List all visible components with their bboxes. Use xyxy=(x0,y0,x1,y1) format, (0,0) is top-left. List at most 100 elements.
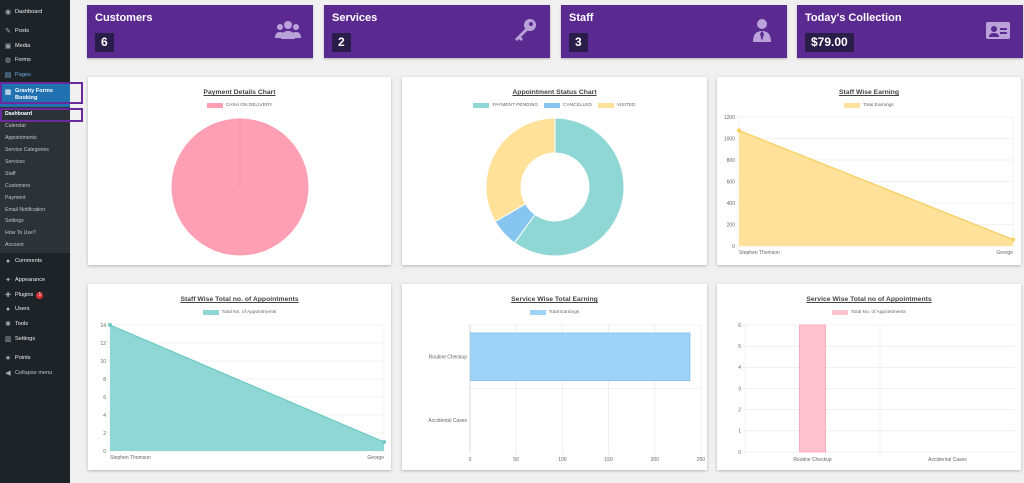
collapse-icon: ◀ xyxy=(5,370,11,377)
x-tick-label: 150 xyxy=(604,457,613,463)
sidebar-item-label: Comments xyxy=(15,258,43,264)
horizontal-bar-chart: 0 50 100 150 200 250 Routine Checkup Accidental… xyxy=(428,324,706,463)
y-tick-label: 6 xyxy=(738,323,741,329)
sidebar-item-comments[interactable]: ● Comments xyxy=(0,254,70,268)
y-tick-label: 0 xyxy=(732,244,735,250)
submenu-item-email-notification[interactable]: Email Notification xyxy=(5,207,46,213)
y-tick-label: 8 xyxy=(103,377,106,383)
wrench-icon: ✱ xyxy=(5,321,11,328)
legend-label: CANCELLED xyxy=(563,103,592,108)
card-value: 3 xyxy=(569,33,588,52)
sidebar-item-dashboard[interactable]: ◉ Dashboard xyxy=(0,5,70,19)
submenu-item-payment[interactable]: Payment xyxy=(5,195,26,201)
submenu-item-staff[interactable]: Staff xyxy=(5,171,16,177)
sidebar-item-label: Gravity Forms Booking xyxy=(15,88,53,101)
submenu-item-customers[interactable]: Customers xyxy=(5,183,31,189)
legend-item[interactable]: CANCELLED xyxy=(544,103,592,108)
sidebar-item-settings[interactable]: ▥ Settings xyxy=(0,332,70,346)
submenu-item-service-categories[interactable]: Service Categories xyxy=(5,147,49,153)
sidebar-item-points[interactable]: ★ Points xyxy=(0,351,70,365)
submenu-item-how-to-use[interactable]: How To Use? xyxy=(5,230,36,236)
customers-card[interactable]: Customers 6 xyxy=(87,5,313,58)
legend-swatch xyxy=(597,103,614,108)
sidebar-item-plugins[interactable]: ✚ Plugins 1 xyxy=(0,288,70,302)
legend-item[interactable]: PAYMENT PENDING xyxy=(473,103,538,108)
sidebar-item-gravity-forms-booking[interactable]: ▦ Gravity Forms Booking xyxy=(0,84,70,108)
x-tick-label: Stephen Thomson xyxy=(110,455,151,461)
sidebar-item-forms[interactable]: ◍ Forms xyxy=(0,53,70,67)
x-tick-label: George xyxy=(996,250,1013,256)
legend-item[interactable]: Total Earnings xyxy=(529,310,579,315)
x-tick-label: 50 xyxy=(513,457,519,463)
chart-title: Staff Wise Earning xyxy=(839,89,899,96)
sidebar-item-label: Dashboard xyxy=(15,9,43,15)
staff-wise-earning-chart-panel: Staff Wise Earning Total Earnings 0 200 40… xyxy=(717,77,1021,265)
area-fill xyxy=(739,130,1013,246)
sidebar-item-pages[interactable]: ▤ Pages xyxy=(0,68,70,82)
x-tick-label: 0 xyxy=(469,457,472,463)
data-point xyxy=(108,323,112,327)
doughnut-chart xyxy=(485,117,625,257)
collapse-menu-button[interactable]: ◀ Collapse menu xyxy=(0,366,70,380)
legend-item[interactable]: CASH ON DELIVERY xyxy=(206,103,272,108)
y-tick-label: 1200 xyxy=(724,115,735,121)
pin-icon: ✎ xyxy=(5,28,11,35)
x-tick-label: 250 xyxy=(697,457,706,463)
staff-card[interactable]: Staff 3 xyxy=(561,5,787,58)
legend-item[interactable]: Total No. of Appointments xyxy=(202,310,277,315)
todays-collection-card[interactable]: Today's Collection $79.00 xyxy=(797,5,1023,58)
legend-item[interactable]: Total Earnings xyxy=(844,103,894,108)
pie-chart xyxy=(170,117,310,257)
settings-icon: ▥ xyxy=(4,336,12,343)
sidebar-item-label: Collapse menu xyxy=(15,370,53,376)
chart-legend: PAYMENT PENDING CANCELLED VISITED xyxy=(402,103,707,108)
id-card-icon xyxy=(986,22,1010,39)
y-tick-label: 800 xyxy=(727,158,736,164)
pages-icon: ▤ xyxy=(4,72,12,79)
submenu-item-services[interactable]: Services xyxy=(5,159,25,165)
users-group-icon xyxy=(275,21,301,39)
data-point xyxy=(1011,237,1015,242)
sidebar-item-label: Appearance xyxy=(15,277,46,283)
card-title: Customers xyxy=(95,12,153,24)
legend-item[interactable]: Total No. of Appointments xyxy=(832,310,906,315)
card-value: $79.00 xyxy=(805,33,854,52)
chart-title: Staff Wise Total no. of Appointments xyxy=(180,296,299,303)
submenu-item-account[interactable]: Account xyxy=(5,242,24,248)
x-tick-label: George xyxy=(367,455,384,461)
y-tick-label: 10 xyxy=(100,359,106,365)
legend-item[interactable]: VISITED xyxy=(597,103,636,108)
submenu-item-settings[interactable]: Settings xyxy=(5,218,24,224)
sidebar-item-tools[interactable]: ✱ Tools xyxy=(0,317,70,331)
submenu xyxy=(0,107,70,253)
x-tick-label: Accidental Cases xyxy=(928,457,967,463)
y-tick-label: 14 xyxy=(100,323,106,329)
sidebar-item-posts[interactable]: ✎ Posts xyxy=(0,24,70,38)
y-tick-label: 1000 xyxy=(724,136,735,142)
dashboard-icon: ◉ xyxy=(4,9,12,16)
sidebar-item-label: Pages xyxy=(15,72,31,78)
doughnut-segment xyxy=(485,117,556,223)
sidebar-item-label: Settings xyxy=(15,336,36,342)
series-line xyxy=(738,129,1014,241)
y-tick-label: 3 xyxy=(738,386,741,392)
y-tick-label: Accidental Cases xyxy=(428,418,467,424)
card-title: Services xyxy=(332,12,378,24)
update-count-badge: 1 xyxy=(36,291,44,299)
submenu-item-dashboard[interactable]: Dashboard xyxy=(5,111,33,117)
x-tick-label: Routine Checkup xyxy=(793,457,832,463)
legend-swatch xyxy=(206,103,223,108)
sidebar-item-appearance[interactable]: ✦ Appearance xyxy=(0,273,70,287)
legend-swatch xyxy=(832,310,849,315)
services-card[interactable]: Services 2 xyxy=(324,5,550,58)
sidebar-item-users[interactable]: ● Users xyxy=(0,302,70,316)
card-value: 6 xyxy=(95,33,114,52)
submenu-item-calendar[interactable]: Calendar xyxy=(5,123,27,129)
card-value: 2 xyxy=(332,33,351,52)
sidebar-item-media[interactable]: ▣ Media xyxy=(0,39,70,53)
legend-label: Total No. of Appointments xyxy=(851,310,906,315)
legend-label: Total No. of Appointments xyxy=(221,310,277,315)
submenu-item-appointments[interactable]: Appointments xyxy=(5,135,37,141)
plugin-icon: ✚ xyxy=(5,292,11,299)
chart-title: Appointment Status Chart xyxy=(512,89,597,96)
